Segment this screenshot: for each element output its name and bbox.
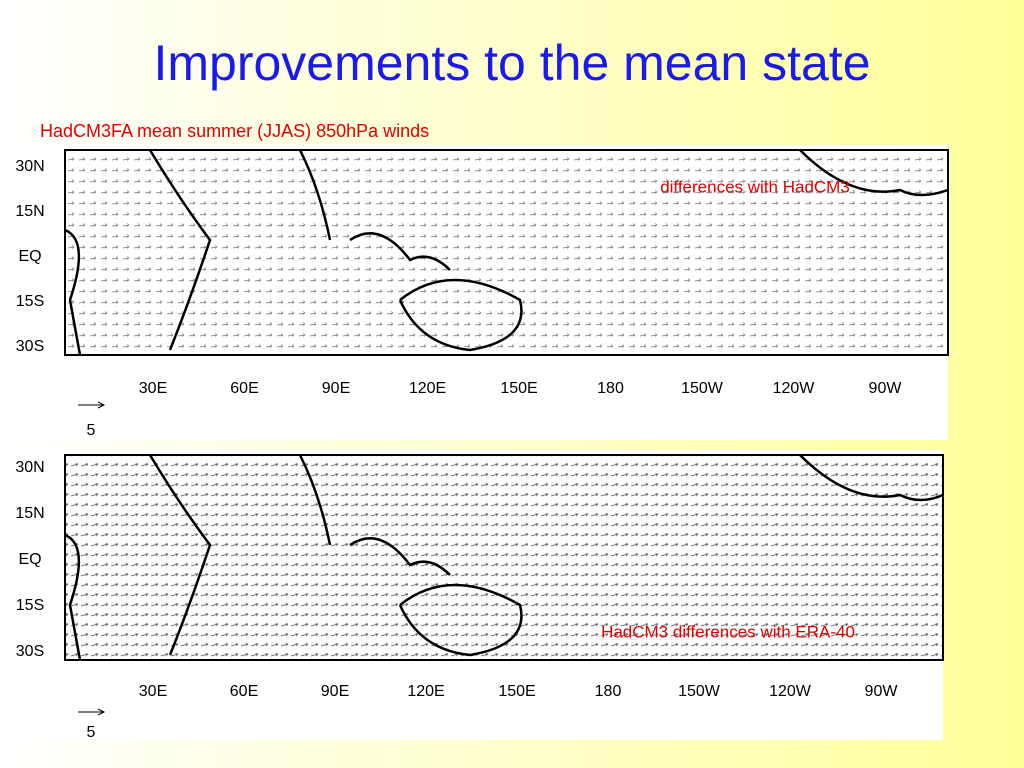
panel: differences with HadCM3 [0, 145, 949, 440]
lon-label: 120W [773, 380, 816, 397]
coastline [64, 149, 949, 356]
slide-title: Improvements to the mean state [153, 35, 870, 91]
lon-label: 120E [409, 380, 446, 397]
lon-label: 60E [230, 683, 258, 700]
lon-label: 150W [678, 683, 721, 700]
subtitle: HadCM3FA mean summer (JJAS) 850hPa winds [40, 121, 429, 141]
lon-label: 150W [681, 380, 724, 397]
panel-label: differences with HadCM3 [660, 177, 850, 196]
scale-arrow [78, 708, 106, 716]
lon-label: 90W [869, 380, 903, 397]
wind-map [64, 454, 944, 661]
lon-label: 90E [321, 683, 349, 700]
scale-arrow [78, 401, 106, 409]
lon-label: 180 [597, 380, 624, 397]
lat-label: 15S [16, 597, 44, 614]
lon-label: 180 [595, 683, 622, 700]
lat-label: EQ [18, 551, 41, 568]
lon-label: 90E [322, 380, 350, 397]
lon-label: 120E [407, 683, 444, 700]
lon-label: 90W [865, 683, 899, 700]
lat-label: EQ [18, 248, 41, 265]
lat-label: 30S [16, 338, 44, 355]
scale-label: 5 [87, 422, 96, 439]
lat-label: 30N [15, 158, 44, 175]
coastline [64, 454, 944, 661]
lat-label: 15N [15, 505, 44, 522]
lat-label: 15N [15, 203, 44, 220]
lat-label: 30S [16, 643, 44, 660]
lon-label: 120W [769, 683, 812, 700]
panel-label: HadCM3 differences with ERA-40 [601, 622, 855, 641]
lat-label: 15S [16, 293, 44, 310]
panel: HadCM3 differences with ERA-40 [0, 450, 944, 740]
lon-label: 60E [230, 380, 258, 397]
lon-label: 30E [139, 380, 167, 397]
lon-label: 150E [500, 380, 537, 397]
lon-label: 150E [498, 683, 535, 700]
lat-label: 30N [15, 459, 44, 476]
scale-label: 5 [87, 724, 96, 741]
lon-label: 30E [139, 683, 167, 700]
wind-map [64, 149, 949, 356]
